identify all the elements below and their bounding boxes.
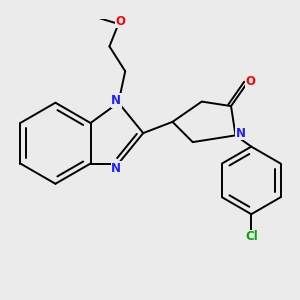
Text: N: N <box>236 127 246 140</box>
Text: N: N <box>111 161 121 175</box>
Text: N: N <box>111 94 121 107</box>
Text: Cl: Cl <box>245 230 258 243</box>
Text: O: O <box>116 15 126 28</box>
Text: O: O <box>245 75 255 88</box>
